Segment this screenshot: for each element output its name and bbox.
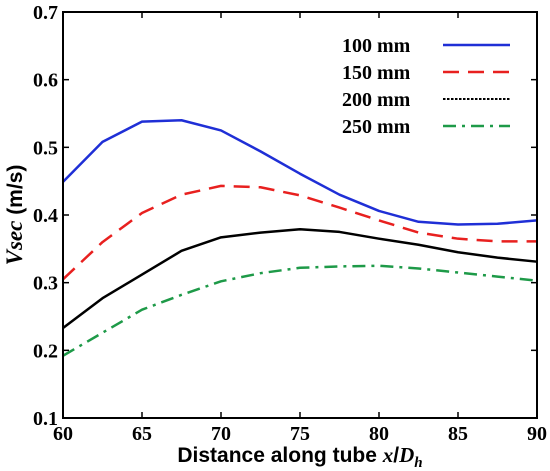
y-tick-label: 0.7 [33, 2, 58, 24]
legend: 100 mm 150 mm 200 mm 250 mm [342, 35, 510, 138]
series-line-250-mm [62, 264, 538, 357]
legend-label-250-mm: 250 mm [342, 116, 411, 138]
series-line-100-mm [62, 119, 538, 226]
y-tick-label: 0.5 [33, 137, 58, 159]
x-axis-title: Distance along tube x/Dh [177, 443, 422, 471]
series-line-150-mm [62, 184, 537, 281]
y-tick-label: 0.6 [33, 70, 58, 92]
y-tick-label: 0.2 [33, 340, 58, 362]
x-tick-label: 65 [132, 423, 152, 445]
x-tick-label: 70 [211, 423, 231, 445]
legend-label-200-mm: 200 mm [342, 89, 411, 111]
x-tick-label: 85 [448, 423, 468, 445]
x-tick-label: 75 [290, 423, 310, 445]
series-line-200-mm [62, 227, 538, 329]
y-tick-label: 0.1 [33, 408, 58, 430]
y-tick-label: 0.3 [33, 273, 58, 295]
y-tick-label: 0.4 [33, 205, 58, 227]
x-tick-label: 90 [527, 423, 547, 445]
axis-tick-labels: 60 65 70 75 80 85 90 0.1 0.2 0.3 0.4 0.5 0.6 0.7 [33, 2, 547, 445]
y-axis-title: Vsec (m/s) [2, 165, 27, 266]
series-lines [62, 119, 538, 357]
x-tick-label: 80 [369, 423, 389, 445]
axis-ticks [62, 11, 538, 419]
plot-frame [62, 11, 538, 419]
x-tick-label: 60 [53, 423, 73, 445]
legend-label-150-mm: 150 mm [342, 62, 411, 84]
legend-label-100-mm: 100 mm [342, 35, 411, 57]
